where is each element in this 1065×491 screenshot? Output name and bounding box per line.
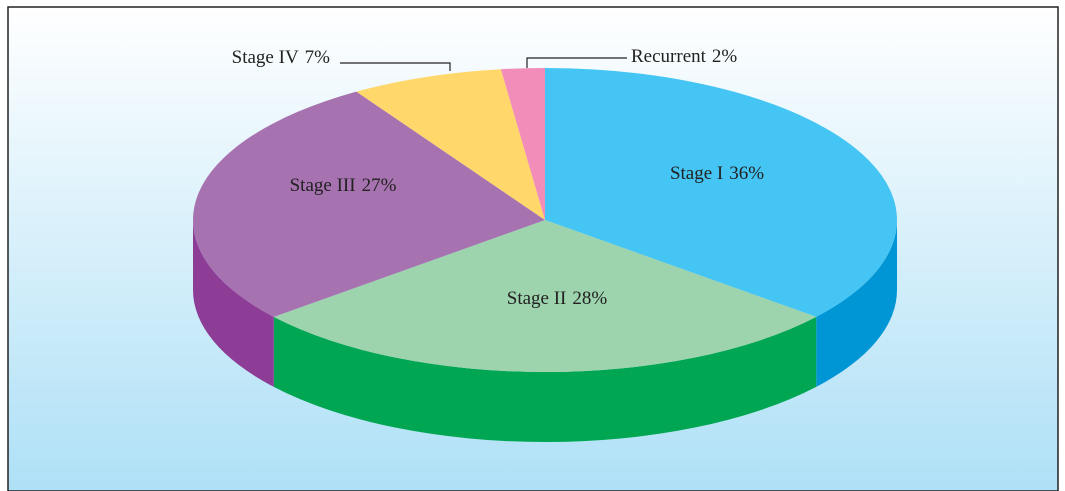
slice-category: Stage III — [290, 175, 356, 196]
slice-category: Recurrent — [631, 46, 707, 67]
slice-label: Stage IV 7% — [232, 47, 331, 68]
pie-slice — [273, 220, 817, 373]
pie-side — [273, 316, 817, 443]
slice-value: 27% — [362, 175, 397, 196]
leader-line — [340, 62, 451, 71]
slice-value: 28% — [572, 288, 607, 309]
slice-label: Recurrent 2% — [631, 46, 737, 67]
slice-label: Stage II 28% — [507, 288, 608, 309]
slice-label: Stage I 36% — [670, 163, 764, 184]
pie-side — [193, 220, 274, 387]
slice-label: Stage III 27% — [290, 175, 397, 196]
pie-slice — [500, 68, 545, 220]
slice-value: 2% — [712, 46, 738, 67]
leader-line — [526, 57, 627, 68]
pie-slice — [545, 68, 897, 317]
slice-value: 7% — [305, 47, 331, 68]
pie-side — [816, 220, 897, 387]
slice-value: 36% — [729, 163, 764, 184]
pie-slice — [356, 69, 545, 220]
slice-category: Stage II — [507, 288, 567, 309]
pie-slice — [192, 91, 546, 317]
slice-category: Stage IV — [232, 47, 299, 68]
slice-category: Stage I — [670, 163, 723, 184]
